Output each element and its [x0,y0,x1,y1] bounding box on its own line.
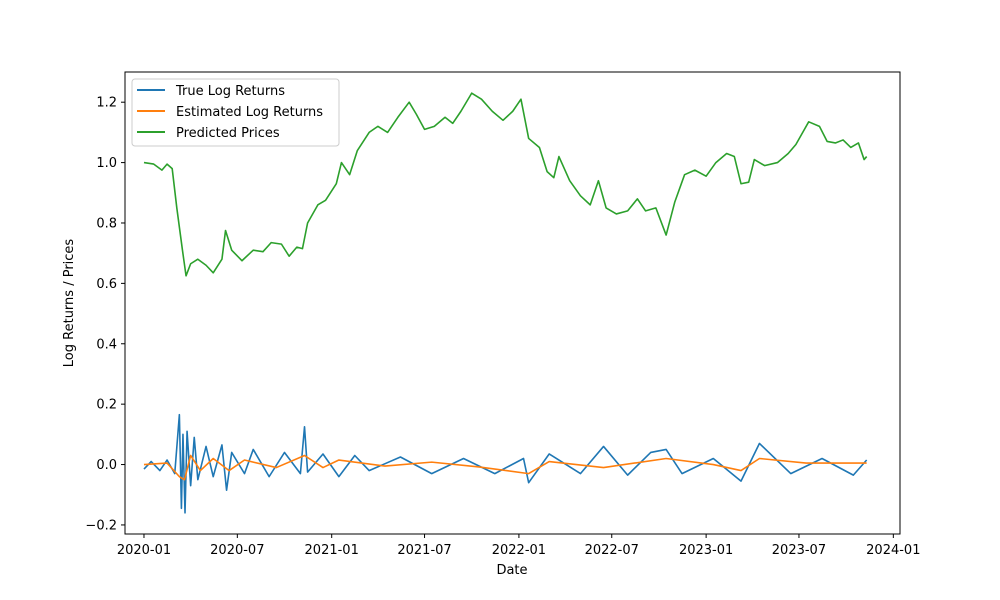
legend-label-predicted-prices: Predicted Prices [176,126,280,141]
x-tick-label: 2021-07 [397,543,451,558]
y-tick-label: −0.2 [85,518,117,533]
y-tick-label: 0.2 [96,398,117,413]
series-line-predicted-prices [143,92,868,277]
legend: True Log Returns Estimated Log Returns P… [131,78,340,147]
y-tick-label: 0.8 [96,216,117,231]
x-axis-label: Date [496,563,527,578]
y-tick-label: 1.2 [96,96,117,111]
x-tick-label: 2020-01 [117,543,171,558]
series-line-estimated-log-returns [143,454,867,481]
legend-label-true-log-returns: True Log Returns [175,84,285,99]
x-tick-label: 2023-01 [679,543,733,558]
plot-lines [143,92,868,514]
x-tick-label: 2021-01 [305,543,359,558]
x-tick-label: 2024-01 [866,543,920,558]
x-tick-label: 2023-07 [772,543,826,558]
x-tick-label: 2022-01 [492,543,546,558]
y-tick-label: 0.4 [96,337,117,352]
y-axis-ticks: −0.2 0.0 0.2 0.4 0.6 0.8 1.0 1.2 [85,96,125,533]
x-axis-ticks: 2020-01 2020-07 2021-01 2021-07 2022-01 2022-… [117,534,920,558]
x-tick-label: 2022-07 [585,543,639,558]
series-line-true-log-returns [143,413,868,514]
y-tick-label: 0.6 [96,277,117,292]
y-tick-label: 1.0 [96,156,117,171]
y-tick-label: 0.0 [96,458,117,473]
legend-box [131,78,340,147]
plot-frame [124,71,901,535]
y-axis-label: Log Returns / Prices [62,239,77,368]
x-tick-label: 2020-07 [210,543,264,558]
legend-label-estimated-log-returns: Estimated Log Returns [176,105,323,120]
